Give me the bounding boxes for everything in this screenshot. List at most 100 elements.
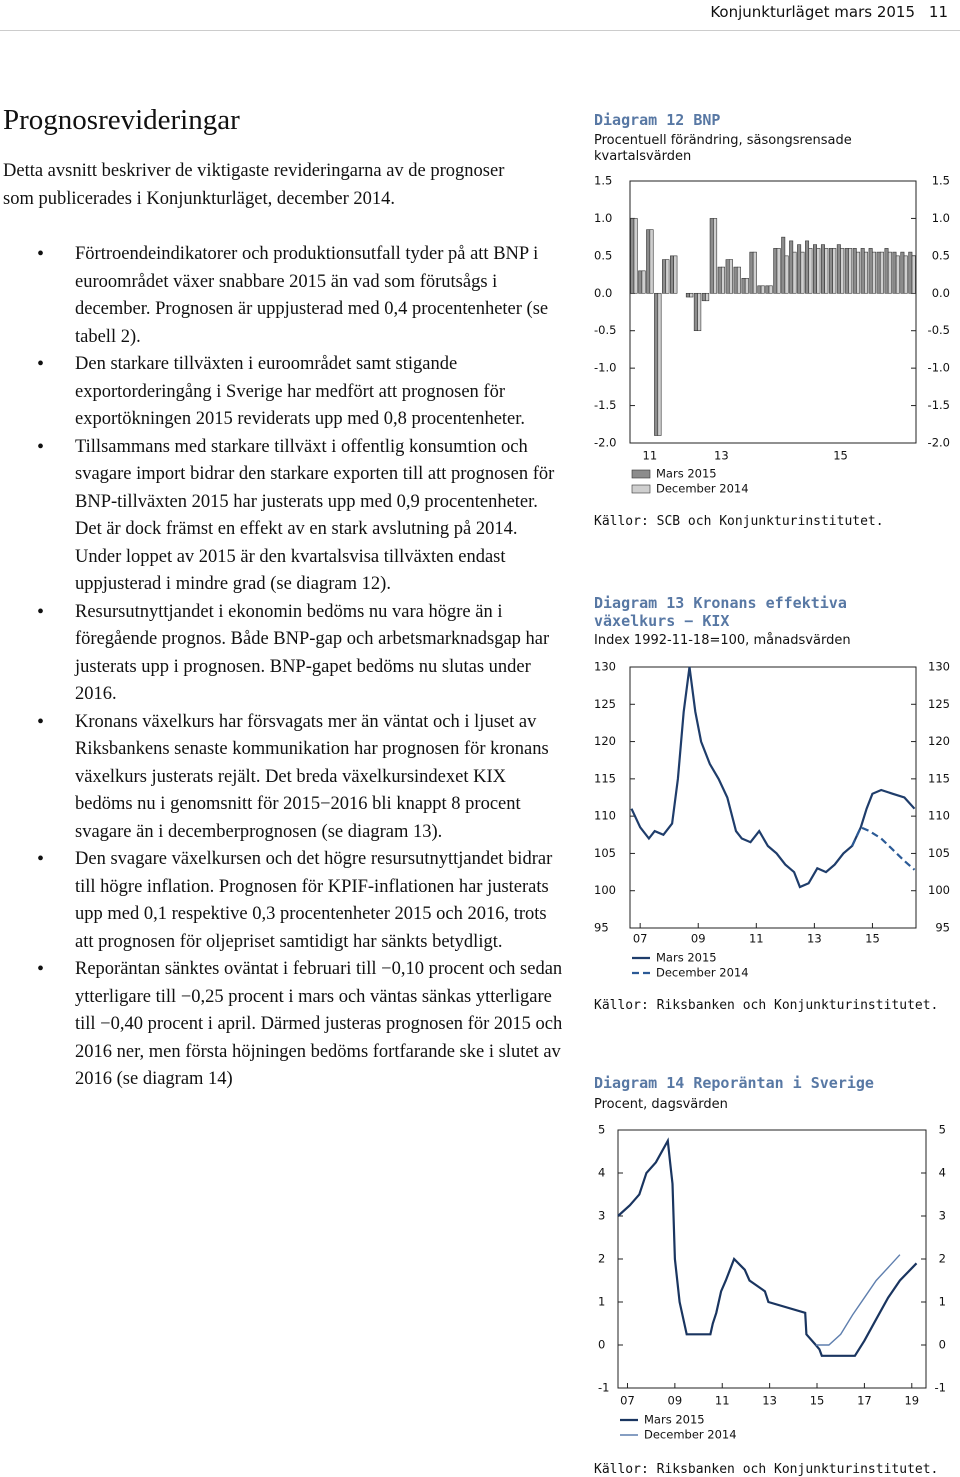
legend-label: Mars 2015 [644, 1413, 705, 1427]
bar [757, 285, 762, 294]
chart-subtitle: Procentuell förändring, säsongsrensade k… [594, 133, 852, 164]
bar [768, 285, 773, 294]
y2-tick-label: 125 [928, 697, 950, 711]
y2-tick-label: 0.0 [932, 286, 950, 300]
bar [697, 292, 702, 332]
chart-source: Källor: SCB och Konjunkturinstitutet. [594, 514, 884, 529]
y2-tick-label: -1.0 [928, 361, 950, 375]
x-tick-label: 17 [857, 1394, 872, 1408]
y-tick-label: 1.5 [594, 174, 612, 188]
y-tick-label: 130 [594, 660, 616, 674]
y2-tick-label: 3 [939, 1209, 946, 1223]
bar [685, 292, 690, 298]
bar [705, 292, 710, 302]
y-tick-label: 125 [594, 697, 616, 711]
bar [646, 229, 651, 294]
bullet-list: Förtroendeindikatorer och produktionsutf… [37, 241, 565, 1094]
y-tick-label: -1 [598, 1381, 609, 1395]
y-tick-label: -1.0 [594, 361, 616, 375]
bullet: Resursutnyttjandet i ekonomin bedöms nu … [37, 599, 565, 709]
bar [828, 248, 833, 294]
bar [717, 266, 722, 294]
bar [884, 248, 889, 294]
bar [752, 251, 757, 294]
bar [713, 218, 718, 294]
chart-title: Diagram 12 BNP [594, 111, 721, 129]
line-series [851, 825, 916, 871]
y2-tick-label: 2 [939, 1252, 946, 1266]
y2-tick-label: -1.5 [928, 398, 950, 412]
x-tick-label: 13 [807, 932, 822, 946]
y2-tick-label: 1.0 [932, 211, 950, 225]
bar [876, 251, 881, 294]
y2-tick-label: 115 [928, 771, 950, 785]
y-tick-label: -1.5 [594, 398, 616, 412]
bar [633, 218, 638, 294]
bar [776, 248, 781, 294]
legend-label: December 2014 [656, 966, 749, 980]
bullet: Kronans växelkurs har försvagats mer än … [37, 709, 565, 847]
plot-frame [629, 180, 917, 444]
y2-tick-label: 120 [928, 734, 950, 748]
bar [908, 251, 913, 294]
bar [657, 292, 662, 436]
bar [856, 251, 861, 294]
bar [792, 251, 797, 294]
bar [765, 285, 770, 294]
bar [721, 266, 726, 294]
bar [773, 248, 778, 294]
y-tick-label: 3 [598, 1209, 605, 1223]
bar [654, 292, 659, 436]
bullet: Den svagare växelkursen och det högre re… [37, 846, 565, 956]
bar [709, 218, 714, 294]
legend-label: Mars 2015 [656, 951, 717, 965]
y2-tick-label: 1 [939, 1295, 946, 1309]
y2-tick-label: -0.5 [928, 323, 950, 337]
bar [729, 259, 733, 294]
bar [784, 255, 789, 294]
y2-tick-label: 0 [939, 1338, 946, 1352]
chart-subtitle: Index 1992-11-18=100, månadsvärden [594, 633, 851, 648]
bar [789, 240, 794, 294]
bar [824, 248, 829, 294]
bar [808, 248, 813, 294]
bar [662, 259, 667, 294]
bar [781, 236, 786, 294]
bullet: Förtroendeindikatorer och produktionsutf… [37, 241, 565, 351]
bullet: Reporäntan sänktes oväntat i februari ti… [37, 956, 565, 1094]
bar [872, 251, 876, 294]
legend-swatch [631, 484, 651, 494]
bar [744, 278, 749, 294]
header-rule [0, 30, 960, 31]
y-tick-label: 4 [598, 1166, 605, 1180]
intro: Detta avsnitt beskriver de viktigaste re… [3, 161, 505, 209]
x-tick-label: 11 [715, 1394, 730, 1408]
plot-frame [629, 666, 917, 929]
y2-tick-label: 105 [928, 846, 950, 860]
bar [864, 251, 869, 294]
y2-tick-label: 4 [939, 1166, 946, 1180]
y-tick-label: 0 [598, 1338, 605, 1352]
line-series [815, 1254, 901, 1346]
bar [848, 248, 853, 294]
y-tick-label: 0.0 [594, 286, 612, 300]
y-tick-label: 95 [594, 921, 609, 935]
line-series [617, 1137, 918, 1357]
y-tick-label: 2 [598, 1252, 605, 1266]
y-tick-label: 115 [594, 771, 616, 785]
y2-tick-label: 130 [928, 660, 950, 674]
bar [741, 278, 746, 294]
bar [800, 251, 805, 294]
bar [760, 285, 765, 294]
x-tick-label: 19 [904, 1394, 919, 1408]
bar [813, 244, 817, 294]
chart-title: Diagram 14 Reporäntan i Sverige [594, 1074, 874, 1092]
bar [844, 248, 849, 294]
x-tick-label: 15 [810, 1394, 825, 1408]
bar [725, 259, 730, 294]
legend-label: December 2014 [644, 1428, 737, 1442]
plot-frame [617, 1129, 927, 1389]
bar [733, 266, 738, 294]
y-tick-label: 0.5 [594, 248, 612, 262]
